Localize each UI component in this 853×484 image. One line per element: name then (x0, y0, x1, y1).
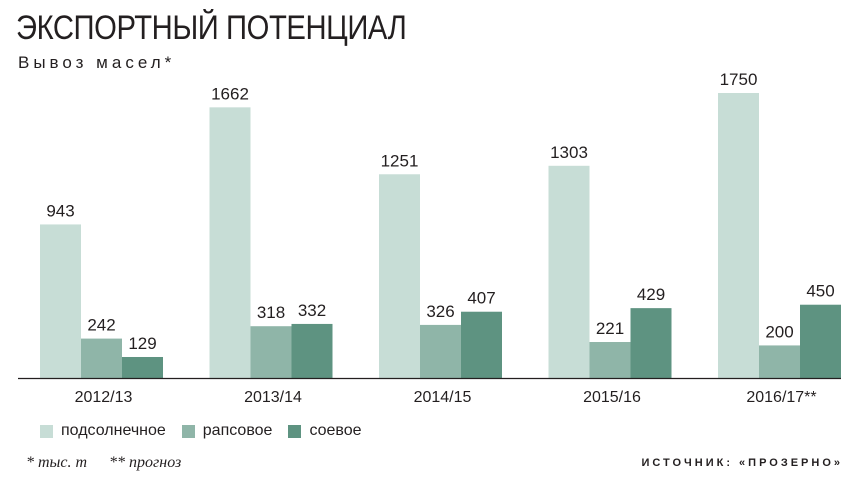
bar-rapeseed-3 (589, 342, 631, 378)
category-label-0: 2012/13 (75, 389, 133, 406)
value-label-rapeseed-2: 326 (426, 302, 454, 321)
legend: подсолнечное рапсовое соевое (40, 422, 378, 440)
legend-label-sunflower: подсолнечное (61, 422, 166, 439)
category-label-4: 2016/17** (746, 389, 816, 406)
legend-swatch-rapeseed (181, 424, 195, 438)
bar-soybean-0 (122, 356, 163, 378)
footnotes: * тыс. т ** прогноз (26, 454, 181, 472)
chart-subtitle: Вывоз масел* (18, 53, 176, 72)
footnote-unit: * тыс. т (26, 454, 88, 471)
bar-rapeseed-1 (250, 326, 292, 378)
legend-label-soybean: соевое (309, 422, 362, 439)
value-label-sunflower-2: 1251 (381, 151, 419, 170)
bars-group (40, 93, 841, 379)
value-label-soybean-0: 129 (128, 334, 156, 353)
value-labels-group: 943 242 129 1662 318 332 1251 326 407 1303 221 429 1… (46, 70, 834, 353)
bar-sunflower-0 (40, 224, 81, 378)
legend-item-soybean: соевое (288, 422, 362, 440)
value-label-sunflower-3: 1303 (550, 143, 588, 162)
value-label-soybean-2: 407 (467, 289, 495, 308)
bar-rapeseed-2 (420, 324, 461, 378)
value-label-sunflower-1: 1662 (211, 84, 249, 103)
value-label-soybean-4: 450 (806, 282, 834, 301)
legend-label-rapeseed: рапсовое (202, 422, 273, 439)
category-label-1: 2013/14 (244, 389, 302, 406)
footnote-forecast: ** прогноз (109, 454, 182, 471)
value-label-rapeseed-3: 221 (596, 319, 624, 338)
bar-sunflower-4 (718, 93, 759, 378)
bar-soybean-3 (630, 308, 672, 378)
value-label-sunflower-0: 943 (46, 201, 74, 220)
bar-rapeseed-0 (81, 338, 122, 378)
chart-title: ЭКСПОРТНЫЙ ПОТЕНЦИАЛ (16, 9, 407, 47)
bar-sunflower-1 (209, 107, 251, 379)
legend-item-rapeseed: рапсовое (181, 422, 273, 440)
legend-item-sunflower: подсолнечное (40, 422, 166, 440)
source-credit: ИСТОЧНИК: «ПРОЗЕРНО» (641, 457, 843, 469)
bar-soybean-1 (291, 323, 333, 378)
value-label-rapeseed-4: 200 (765, 322, 793, 341)
legend-swatch-sunflower (40, 424, 53, 438)
category-labels-group: 2012/13 2013/14 2014/15 2015/16 2016/17** (75, 389, 817, 406)
bar-sunflower-3 (548, 165, 590, 378)
bar-sunflower-2 (379, 174, 420, 378)
bar-rapeseed-4 (759, 345, 800, 378)
value-label-soybean-3: 429 (637, 285, 665, 304)
value-label-soybean-1: 332 (298, 301, 326, 320)
category-label-2: 2014/15 (414, 389, 472, 406)
bar-soybean-2 (461, 311, 502, 378)
value-label-rapeseed-0: 242 (87, 316, 115, 335)
legend-swatch-soybean (288, 424, 302, 438)
category-label-3: 2015/16 (583, 389, 641, 406)
value-label-sunflower-4: 1750 (720, 70, 758, 89)
bar-soybean-4 (800, 304, 841, 378)
value-label-rapeseed-1: 318 (257, 303, 285, 322)
